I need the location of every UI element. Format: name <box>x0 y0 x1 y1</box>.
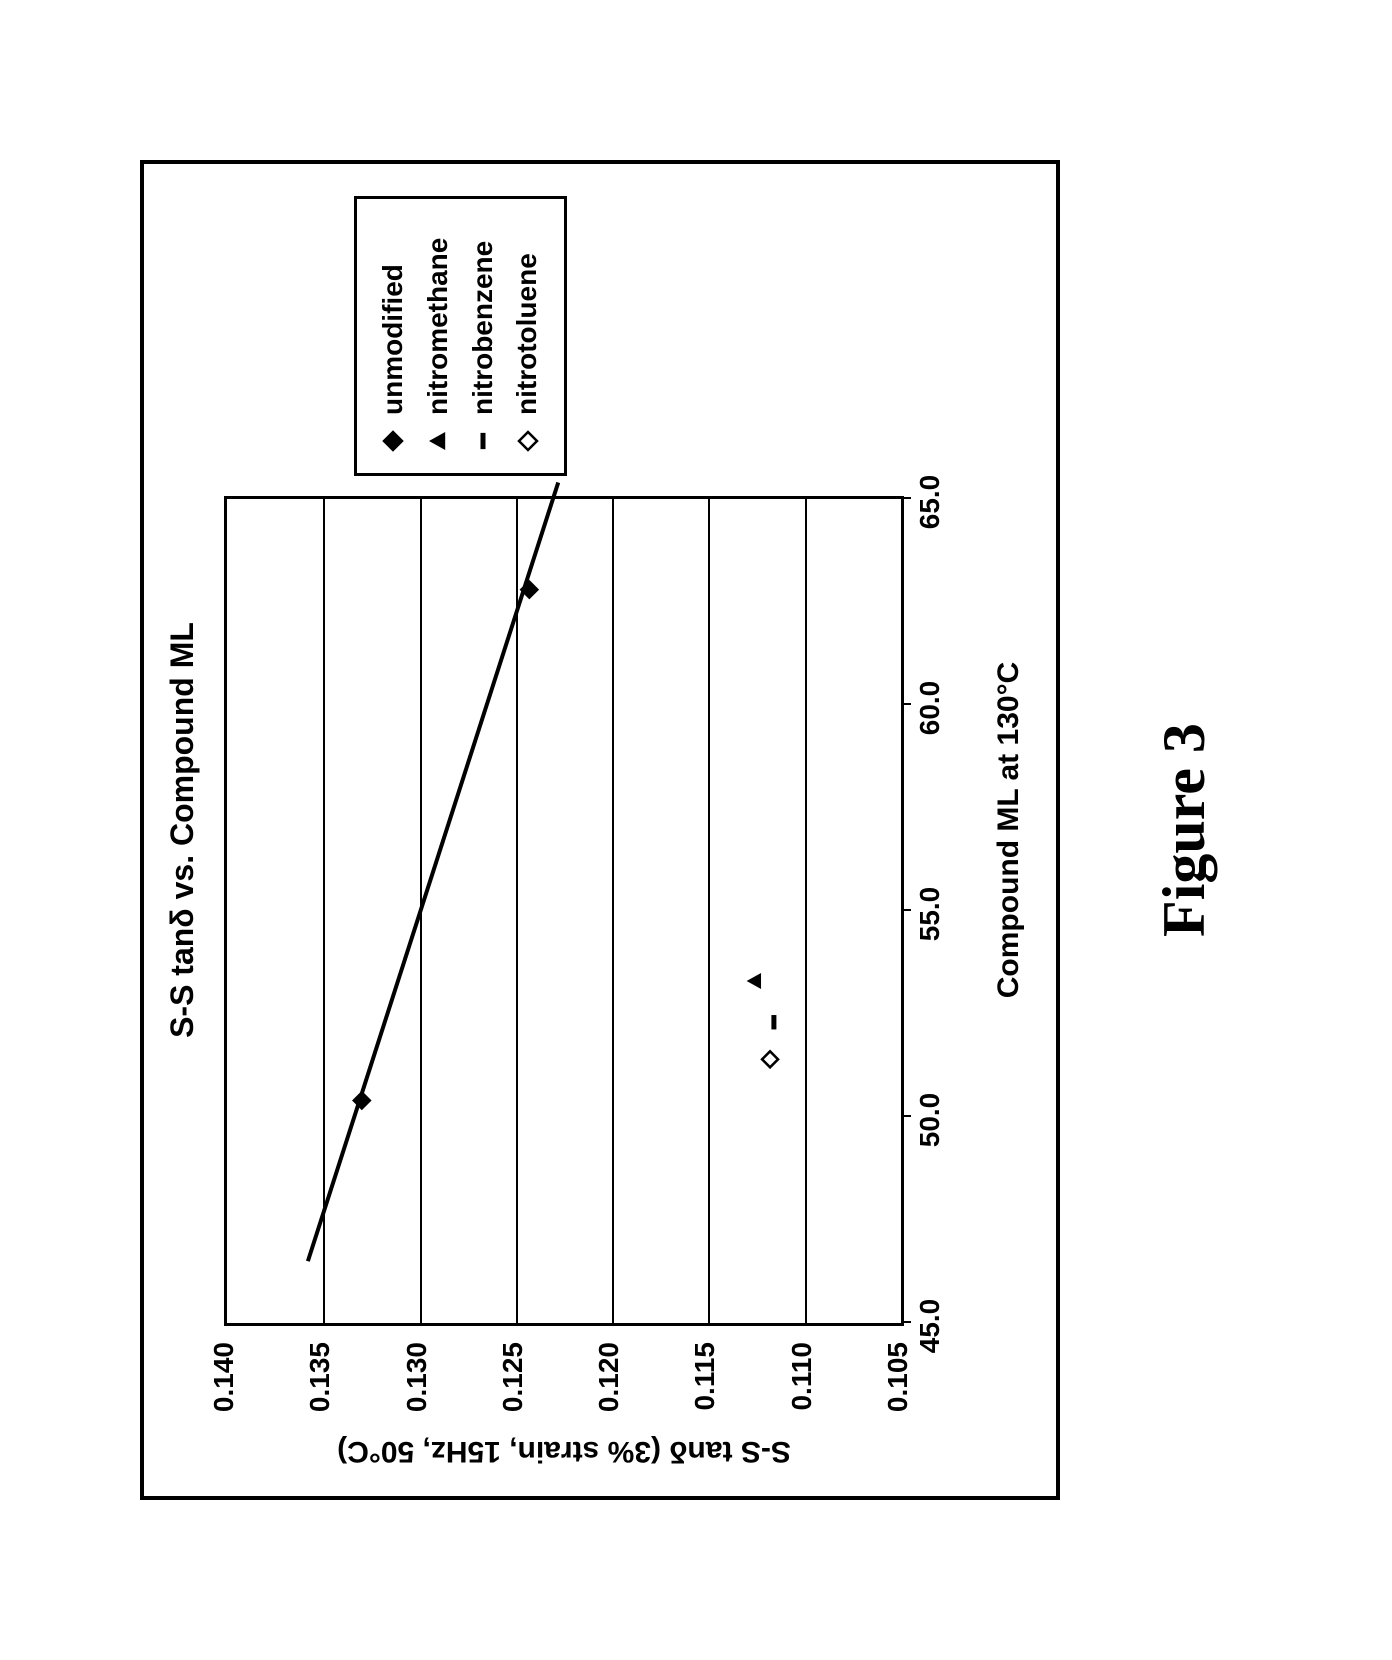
legend-item: nitrobenzene <box>461 215 506 457</box>
x-tick-mark <box>901 1321 911 1323</box>
rotated-canvas: S-S tanδ vs. Compound ML S-S tanδ (3% st… <box>0 0 1392 1660</box>
diamond-filled-icon <box>380 425 406 457</box>
x-tick-label: 55.0 <box>914 887 946 942</box>
chart-title: S-S tanδ vs. Compound ML <box>164 164 201 1496</box>
plot-svg <box>227 499 901 1323</box>
y-tick-label: 0.135 <box>304 1332 336 1412</box>
diamond-open-icon <box>515 425 541 457</box>
chart-container: S-S tanδ vs. Compound ML S-S tanδ (3% st… <box>140 160 1060 1500</box>
y-tick-label: 0.140 <box>208 1332 240 1412</box>
page-root: S-S tanδ vs. Compound ML S-S tanδ (3% st… <box>0 0 1392 1660</box>
legend-label: nitromethane <box>416 238 461 415</box>
legend-item: nitrotoluene <box>505 215 550 457</box>
legend-item: nitromethane <box>416 215 461 457</box>
trendline <box>308 483 558 1262</box>
legend-label: nitrotoluene <box>505 253 550 415</box>
y-tick-label: 0.125 <box>497 1332 529 1412</box>
data-point <box>762 1051 778 1067</box>
x-tick-label: 65.0 <box>914 475 946 530</box>
x-tick-label: 50.0 <box>914 1093 946 1148</box>
legend-item: unmodified <box>371 215 416 457</box>
y-tick-label: 0.120 <box>593 1332 625 1412</box>
y-tick-label: 0.105 <box>882 1332 914 1412</box>
data-point <box>747 973 761 989</box>
y-axis-label: S-S tanδ (3% strain, 15Hz, 50°C) <box>337 1434 791 1468</box>
x-tick-mark <box>901 497 911 499</box>
legend-label: nitrobenzene <box>461 241 506 415</box>
y-tick-label: 0.110 <box>786 1332 818 1411</box>
legend-label: unmodified <box>371 264 416 415</box>
figure-caption: Figure 3 <box>1150 0 1219 1660</box>
dash-icon <box>470 425 496 457</box>
x-tick-mark <box>901 1115 911 1117</box>
triangle-filled-icon <box>425 425 451 457</box>
plot-area <box>224 496 904 1326</box>
legend: unmodifiednitromethanenitrobenzenenitrot… <box>354 196 567 476</box>
x-axis-label: Compound ML at 130°C <box>992 164 1026 1496</box>
y-tick-label: 0.130 <box>401 1332 433 1412</box>
x-tick-mark <box>901 703 911 705</box>
x-tick-label: 45.0 <box>914 1299 946 1354</box>
x-tick-mark <box>901 909 911 911</box>
y-tick-label: 0.115 <box>689 1332 721 1411</box>
x-tick-label: 60.0 <box>914 681 946 736</box>
